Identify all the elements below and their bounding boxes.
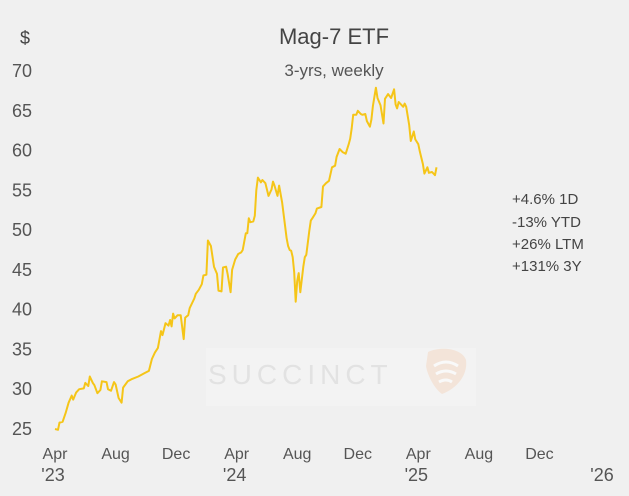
y-tick-label: 60 — [12, 141, 32, 161]
y-axis: 25 30 35 40 45 50 55 60 65 70 — [12, 61, 32, 439]
watermark-text: SUCCINCT — [208, 359, 393, 390]
x-tick-label: Apr — [406, 446, 432, 463]
x-tick-label: Dec — [162, 446, 190, 463]
x-tick-label: Aug — [465, 446, 493, 463]
stat-1d: +4.6% 1D — [512, 191, 578, 208]
x-tick-label: Aug — [283, 446, 311, 463]
watermark: SUCCINCT — [206, 348, 476, 406]
x-tick-year: '26 — [590, 465, 613, 485]
x-tick-label: Aug — [101, 446, 129, 463]
series-line — [54, 86, 438, 431]
x-tick-year: '25 — [405, 465, 428, 485]
stat-3y: +131% 3Y — [512, 258, 582, 275]
y-tick-label: 65 — [12, 101, 32, 121]
stats-box: +4.6% 1D -13% YTD +26% LTM +131% 3Y — [512, 191, 584, 275]
series-layer — [54, 86, 438, 431]
stat-ltm: +26% LTM — [512, 236, 584, 253]
x-axis: Apr '23 Aug Dec Apr '24 Aug Dec Apr '25 Aug Dec '26 — [41, 446, 613, 485]
y-tick-label: 30 — [12, 379, 32, 399]
y-tick-label: 25 — [12, 419, 32, 439]
chart-subtitle: 3-yrs, weekly — [284, 61, 384, 80]
y-tick-label: 40 — [12, 300, 32, 320]
x-tick-label: Apr — [224, 446, 250, 463]
succinct-logo-icon — [426, 348, 467, 394]
chart-title: Mag-7 ETF — [279, 24, 389, 49]
y-tick-label: 50 — [12, 220, 32, 240]
y-tick-label: 35 — [12, 339, 32, 359]
y-tick-label: 55 — [12, 180, 32, 200]
x-tick-label: Dec — [525, 446, 553, 463]
x-tick-label: Dec — [344, 446, 372, 463]
y-unit-label: $ — [20, 28, 30, 48]
stat-ytd: -13% YTD — [512, 214, 581, 231]
y-tick-label: 45 — [12, 260, 32, 280]
x-tick-label: Apr — [43, 446, 69, 463]
y-tick-label: 70 — [12, 61, 32, 81]
x-tick-year: '24 — [223, 465, 246, 485]
x-tick-year: '23 — [41, 465, 64, 485]
